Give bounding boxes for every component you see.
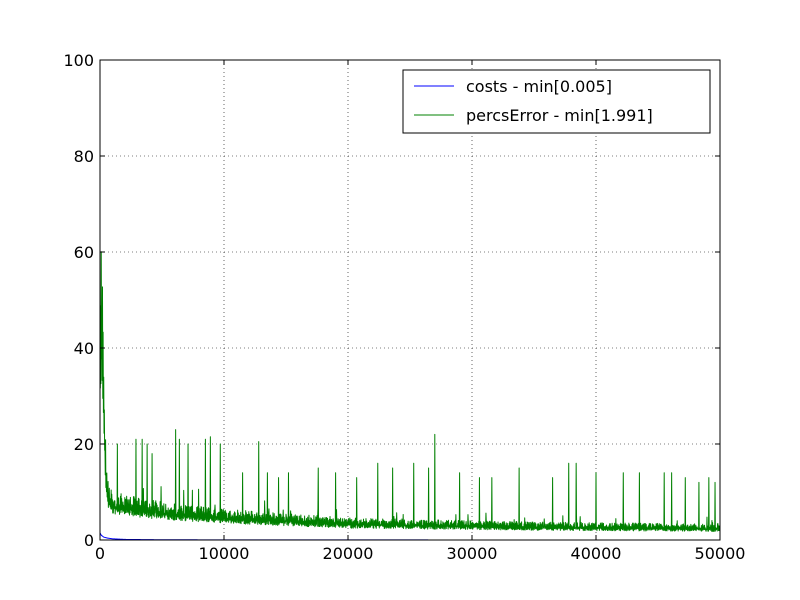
- x-tick-label: 20000: [323, 544, 374, 563]
- y-axis-tick-labels: 0 20 40 60 80 100: [63, 51, 94, 550]
- x-tick-label: 40000: [571, 544, 622, 563]
- plot-frame: [99, 59, 721, 541]
- legend-box: [402, 69, 711, 134]
- y-tick-label: 40: [74, 339, 94, 358]
- legend: costs - min[0.005] percsError - min[1.99…: [402, 69, 711, 134]
- legend-label-percs-error: percsError - min[1.991]: [466, 106, 653, 125]
- x-axis-tick-labels: 0 10000 20000 30000 40000 50000: [95, 544, 746, 563]
- x-tick-label: 0: [95, 544, 105, 563]
- y-tick-label: 0: [84, 531, 94, 550]
- legend-label-costs: costs - min[0.005]: [466, 77, 612, 96]
- x-tick-label: 10000: [199, 544, 250, 563]
- x-tick-label: 50000: [695, 544, 746, 563]
- plot-area: [100, 60, 720, 540]
- y-tick-label: 80: [74, 147, 94, 166]
- series-line-percs-error: [99, 251, 721, 532]
- y-tick-label: 100: [63, 51, 94, 70]
- y-tick-label: 20: [74, 435, 94, 454]
- x-tick-label: 30000: [447, 544, 498, 563]
- grid: [100, 60, 720, 540]
- y-tick-label: 60: [74, 243, 94, 262]
- axis-ticks: [99, 59, 721, 541]
